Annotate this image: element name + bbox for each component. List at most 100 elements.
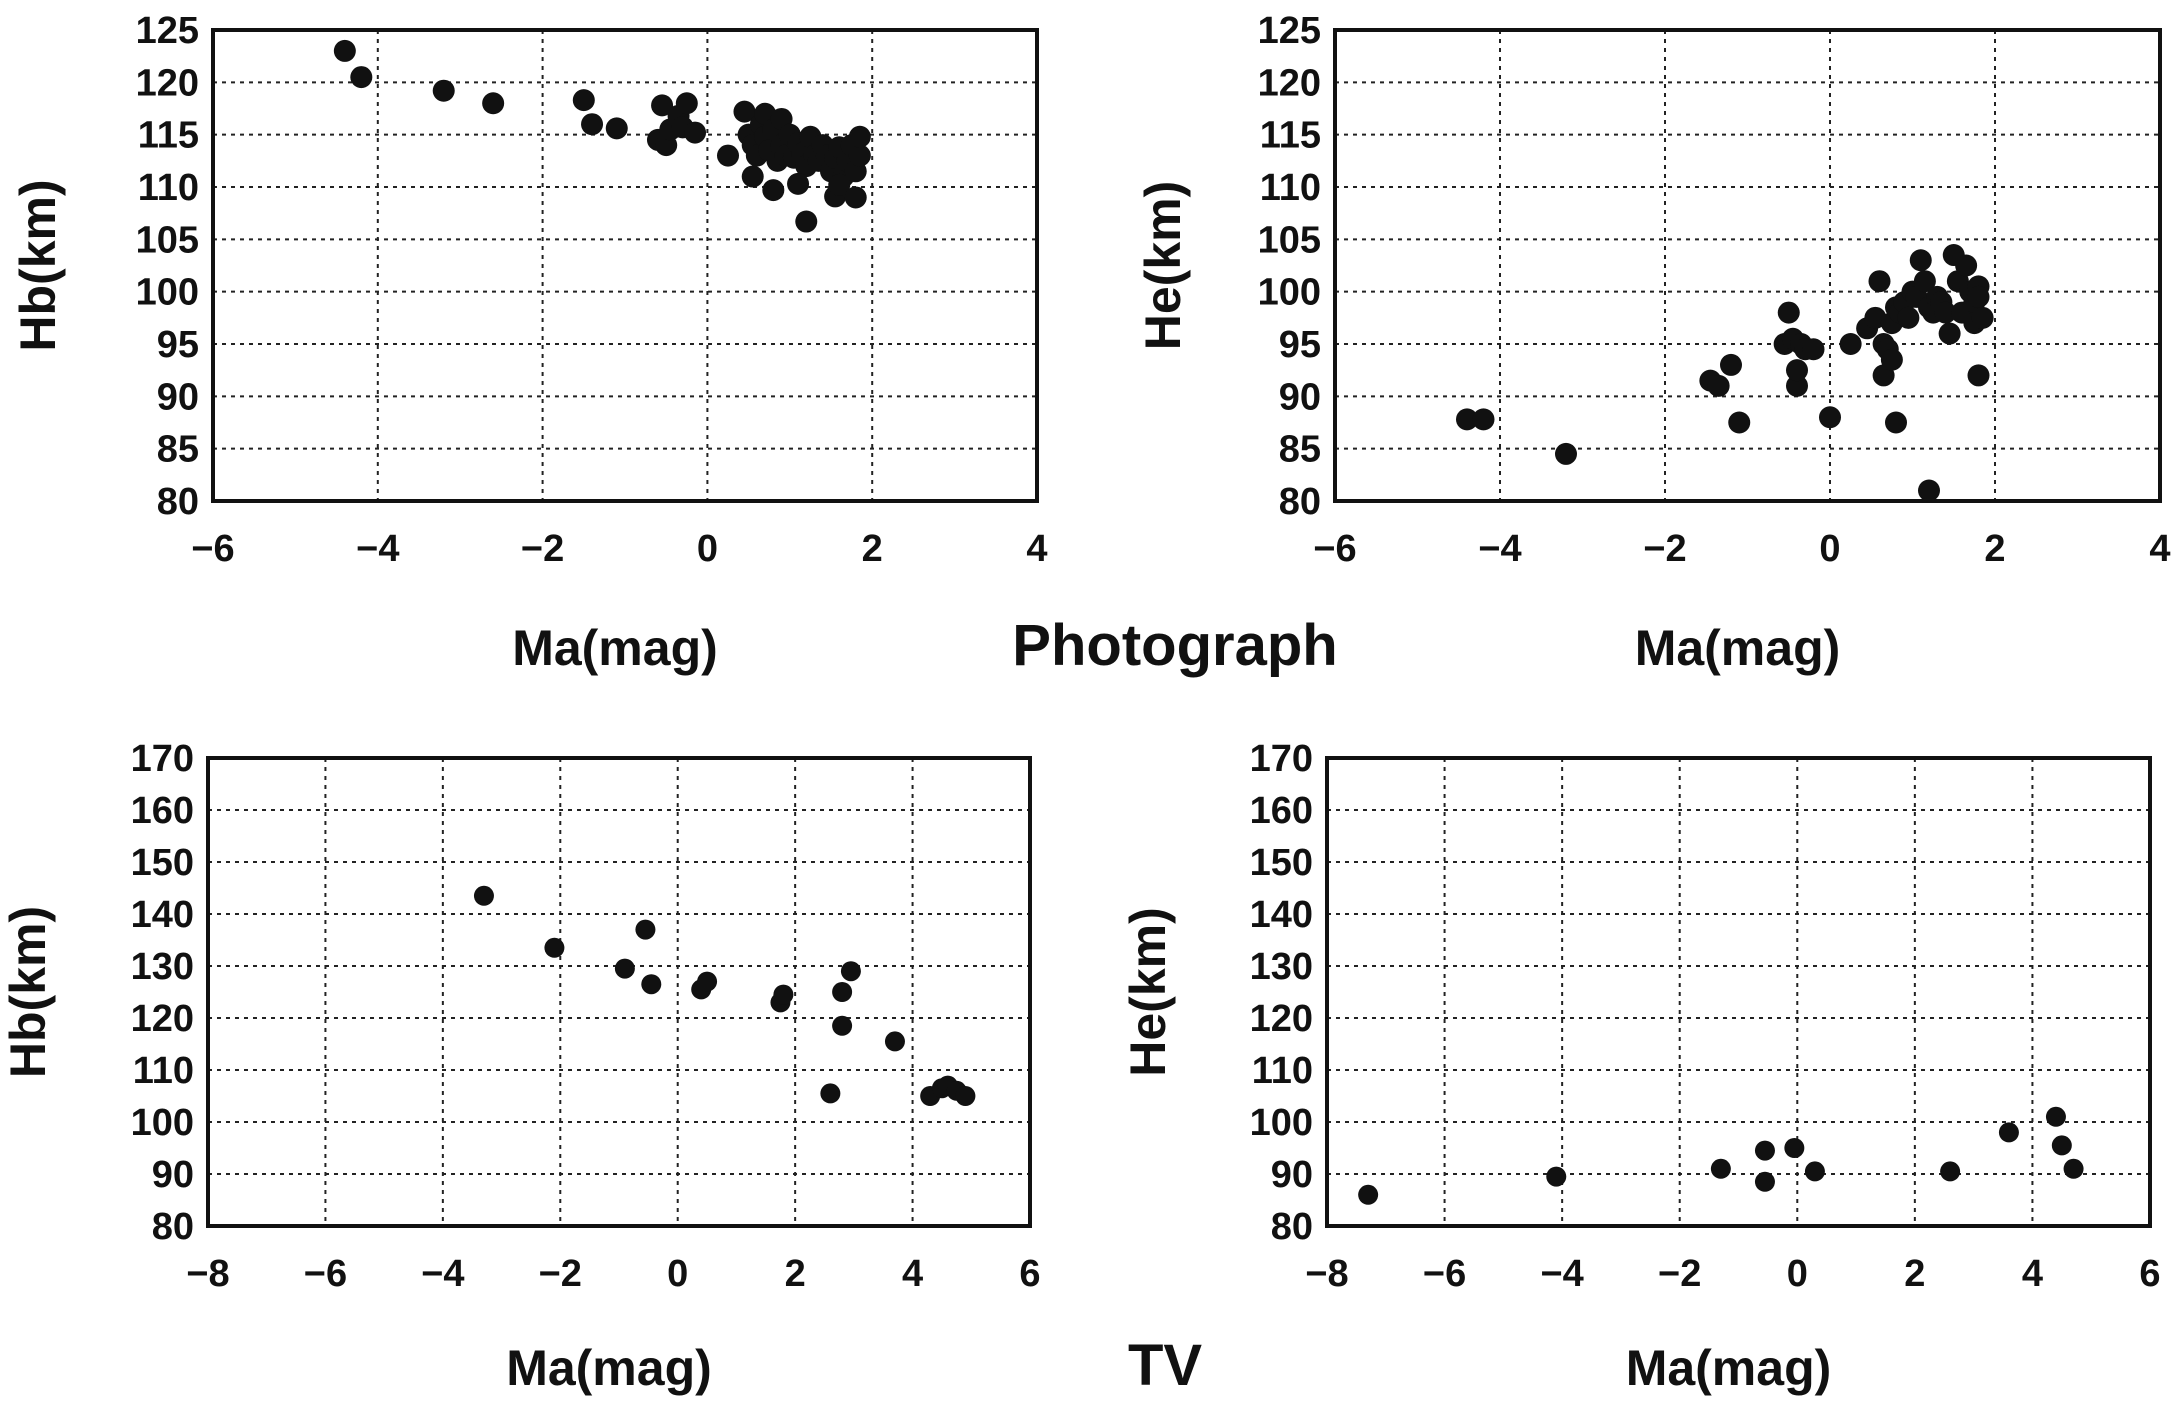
data-point — [1909, 249, 1932, 272]
x-tick-label: −6 — [304, 1253, 347, 1295]
data-point — [473, 885, 494, 906]
y-tick-label: 90 — [157, 376, 199, 418]
data-point — [432, 79, 455, 102]
y-tick-label: 95 — [157, 324, 199, 366]
data-point — [581, 113, 604, 136]
y-tick-label: 120 — [131, 998, 194, 1040]
data-point — [614, 958, 635, 979]
data-point — [840, 961, 861, 982]
y-tick-label: 110 — [133, 1050, 194, 1092]
y-tick-label: 80 — [1271, 1206, 1313, 1248]
data-point — [1880, 348, 1903, 371]
x-tick-label: 6 — [1019, 1253, 1040, 1295]
data-point — [1710, 1158, 1731, 1179]
y-tick-label: 110 — [1252, 1050, 1313, 1092]
data-point — [848, 144, 871, 167]
chart-tv-he: −8 −6 −4 −2 0 2 4 6 80 90 100 110 120 130 140 150 160 170… — [1120, 738, 2161, 1396]
data-point — [733, 100, 756, 123]
data-point — [1786, 374, 1808, 397]
x-tick-label: −4 — [1540, 1253, 1583, 1295]
data-point — [1913, 270, 1936, 293]
x-tick-label: −4 — [356, 528, 399, 570]
data-point — [641, 974, 662, 995]
y-tick-label: 130 — [1250, 946, 1313, 988]
data-point — [1754, 1171, 1775, 1192]
data-point — [1456, 408, 1478, 431]
data-point — [544, 937, 565, 958]
x-tick-label: 4 — [2022, 1253, 2043, 1295]
x-tick-label: −4 — [1478, 528, 1521, 570]
x-tick-label: −8 — [1305, 1253, 1348, 1295]
data-point — [1918, 479, 1940, 502]
data-point — [1546, 1166, 1567, 1187]
data-point — [675, 92, 698, 115]
y-axis-title: Hb(km) — [0, 906, 56, 1078]
data-point — [717, 144, 739, 167]
data-point — [1864, 306, 1887, 329]
x-tick-label: −6 — [191, 528, 234, 570]
x-axis-title: Ma(mag) — [506, 1340, 712, 1396]
x-axis-title: Ma(mag) — [512, 620, 718, 676]
data-point — [1955, 254, 1978, 277]
data-point — [482, 92, 505, 115]
x-tick-label: −4 — [421, 1253, 464, 1295]
x-tick-label: −6 — [1423, 1253, 1466, 1295]
y-tick-label: 160 — [1250, 790, 1313, 832]
y-tick-label: 120 — [136, 62, 199, 104]
y-tick-label: 85 — [157, 429, 199, 471]
y-tick-label: 90 — [1279, 376, 1321, 418]
y-tick-label: 140 — [131, 894, 194, 936]
y-tick-label: 90 — [1271, 1154, 1313, 1196]
data-point — [1728, 411, 1751, 434]
data-point — [1967, 364, 1990, 387]
data-point — [844, 186, 867, 209]
data-point — [1777, 301, 1800, 324]
data-point — [1720, 353, 1742, 376]
x-tick-label: 2 — [862, 528, 883, 570]
y-tick-label: 115 — [1260, 115, 1321, 157]
data-point — [1998, 1122, 2019, 1143]
data-point — [684, 121, 707, 144]
data-point — [1938, 322, 1961, 345]
y-tick-label: 170 — [131, 738, 194, 780]
data-point — [832, 982, 853, 1002]
y-tick-label: 100 — [1250, 1102, 1313, 1144]
y-tick-label: 115 — [138, 115, 199, 157]
x-tick-label: −8 — [186, 1253, 229, 1295]
x-tick-label: −2 — [521, 528, 564, 570]
x-tick-label: 6 — [2139, 1253, 2160, 1295]
y-tick-label: 120 — [1250, 998, 1313, 1040]
chart-photograph-hb: −6 −4 −2 0 2 4 80 85 90 95 100 105 110 115 120 125 Ma(ma… — [10, 10, 1048, 676]
data-point — [572, 89, 595, 112]
data-point — [1885, 411, 1907, 434]
y-tick-label: 85 — [1279, 429, 1321, 471]
x-tick-label: 2 — [1904, 1253, 1925, 1295]
x-tick-label: −2 — [1658, 1253, 1701, 1295]
data-point — [1897, 306, 1920, 329]
data-point — [848, 125, 871, 148]
plot-frame — [211, 28, 1039, 503]
x-tick-label: 4 — [1026, 528, 1047, 570]
data-point — [1784, 1138, 1805, 1158]
x-tick-label: 0 — [667, 1253, 688, 1295]
data-point — [1786, 359, 1808, 382]
y-tick-label: 125 — [1258, 10, 1321, 52]
y-tick-label: 140 — [1250, 894, 1313, 936]
data-point — [1819, 406, 1841, 429]
data-point — [1971, 306, 1994, 329]
data-point — [1358, 1184, 1379, 1205]
x-tick-label: 4 — [902, 1253, 923, 1295]
data-point — [884, 1031, 905, 1052]
y-tick-label: 80 — [1279, 481, 1321, 523]
data-point — [2051, 1135, 2072, 1156]
y-tick-label: 100 — [1258, 272, 1321, 314]
y-tick-label: 125 — [136, 10, 199, 52]
y-tick-label: 80 — [157, 481, 199, 523]
data-point — [635, 919, 656, 940]
data-point — [333, 39, 356, 62]
data-point — [1967, 285, 1990, 308]
data-point — [1934, 301, 1957, 324]
plot-frame — [1325, 756, 2152, 1228]
x-tick-label: −2 — [539, 1253, 582, 1295]
data-point — [651, 94, 674, 117]
